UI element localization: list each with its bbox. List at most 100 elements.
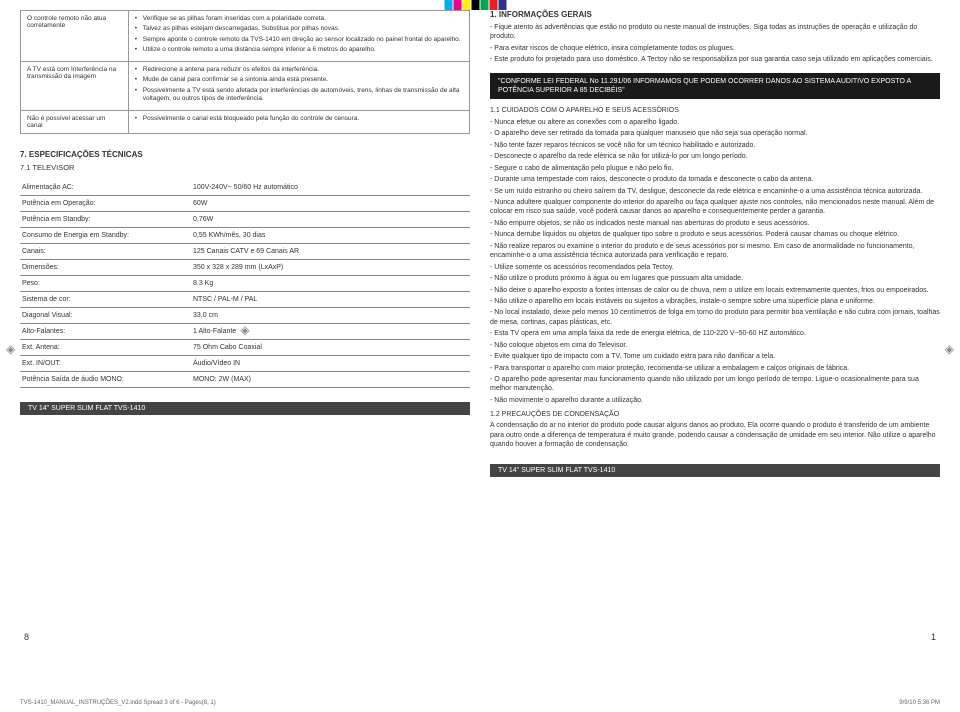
care-line: - Esta TV opera em uma ampla faixa da re… — [490, 329, 940, 338]
specs-heading: 7. ESPECIFICAÇÕES TÉCNICAS — [20, 150, 470, 159]
spec-key: Canais: — [20, 243, 191, 259]
spec-key: Sistema de cor: — [20, 291, 191, 307]
spec-key: Dimensões: — [20, 259, 191, 275]
care-line: - No local instalado, deixe pelo menos 1… — [490, 308, 940, 327]
page-number-right: 1 — [931, 632, 936, 642]
info-intro: - Fique atento às advertências que estão… — [490, 23, 940, 65]
spec-value: 33,0 cm — [191, 307, 470, 323]
registration-color-strip — [445, 0, 516, 10]
spec-value: 0,55 KWh/mês, 30 dias — [191, 227, 470, 243]
table-row: Canais:125 Canais CATV e 69 Canais AR — [20, 243, 470, 259]
care-line: - Durante uma tempestade com raios, desc… — [490, 175, 940, 184]
table-row: Sistema de cor:NTSC / PAL-M / PAL — [20, 291, 470, 307]
spec-value: 350 x 328 x 289 mm (LxAxP) — [191, 259, 470, 275]
troubleshooting-tbody: O controle remoto não atua corretamente V… — [21, 11, 470, 134]
page-right: 1. INFORMAÇÕES GERAIS - Fique atento às … — [490, 10, 940, 650]
care-line: - Segure o cabo de alimentação pelo plug… — [490, 164, 940, 173]
page-number-left: 8 — [24, 632, 29, 642]
table-row: Potência Saída de áudio MONO:MONO: 2W (M… — [20, 371, 470, 387]
trouble-solutions: Verifique se as pilhas foram inseridas c… — [128, 11, 469, 62]
care-line: - Nunca adultere qualquer componente do … — [490, 198, 940, 217]
trouble-item: Possivelmente o canal está bloqueado pel… — [135, 115, 463, 123]
table-row: A TV está com Interferência na transmiss… — [21, 61, 470, 110]
legal-notice-bar: "CONFORME LEI FEDERAL No 11.291/06 INFOR… — [490, 73, 940, 99]
trouble-solutions: Possivelmente o canal está bloqueado pel… — [128, 110, 469, 133]
care-line: - Não utilize o aparelho em locais instá… — [490, 297, 940, 306]
table-row: Ext. Antena:75 Ohm Cabo Coaxial — [20, 339, 470, 355]
trouble-item: Verifique se as pilhas foram inseridas c… — [135, 15, 463, 23]
care-line: - Utilize somente os acessórios recomend… — [490, 263, 940, 272]
care-line: - Para transportar o aparelho com maior … — [490, 364, 940, 373]
spec-key: Potência Saída de áudio MONO: — [20, 371, 191, 387]
meta-timestamp: 9/9/10 5:36 PM — [899, 700, 940, 706]
care-line: - Não empurre objetos, se não os indicad… — [490, 219, 940, 228]
care-line: - Não movimente o aparelho durante a uti… — [490, 396, 940, 405]
care-heading: 1.1 CUIDADOS COM O APARELHO E SEUS ACESS… — [490, 107, 940, 114]
page-left: ◈ O controle remoto não atua corretament… — [20, 10, 470, 650]
spec-value: 100V-240V~ 50/60 Hz automático — [191, 180, 470, 196]
spec-key: Ext. Antena: — [20, 339, 191, 355]
table-row: Peso:8.3 Kg — [20, 275, 470, 291]
care-line: - Nunca derrube líquidos ou objetos de q… — [490, 230, 940, 239]
care-line: - Não tente fazer reparos técnicos se vo… — [490, 141, 940, 150]
table-row: Alimentação AC:100V-240V~ 50/60 Hz autom… — [20, 180, 470, 196]
troubleshooting-table: O controle remoto não atua corretamente V… — [20, 10, 470, 134]
spec-value: 8.3 Kg — [191, 275, 470, 291]
care-line: - O aparelho pode apresentar mau funcion… — [490, 375, 940, 394]
specs-subheading: 7.1 TELEVISOR — [20, 163, 470, 172]
spec-value: 125 Canais CATV e 69 Canais AR — [191, 243, 470, 259]
care-line: - Desconecte o aparelho da rede elétrica… — [490, 152, 940, 161]
info-line: - Para evitar riscos de choque elétrico,… — [490, 44, 940, 53]
spec-key: Alto-Falantes: — [20, 323, 191, 339]
spec-key: Consumo de Energia em Standby: — [20, 227, 191, 243]
care-line: - Se um ruído estranho ou cheiro saírem … — [490, 187, 940, 196]
footer-bar-right: TV 14" SUPER SLIM FLAT TVS-1410 — [490, 464, 940, 477]
document-meta: TVS-1410_MANUAL_INSTRUÇÕES_V2.indd Sprea… — [20, 700, 940, 706]
info-heading: 1. INFORMAÇÕES GERAIS — [490, 10, 940, 19]
page-spread: ◈ O controle remoto não atua corretament… — [0, 0, 960, 660]
trouble-item: Utilize o controle remoto a uma distânci… — [135, 46, 463, 54]
spec-key: Diagonal Visual: — [20, 307, 191, 323]
trouble-item: Talvez as pilhas estejam descarregadas. … — [135, 25, 463, 33]
table-row: Potência em Operação:60W — [20, 195, 470, 211]
care-line: - Não realize reparos ou examine o inter… — [490, 242, 940, 261]
trouble-label: O controle remoto não atua corretamente — [21, 11, 129, 62]
condensation-text: A condensação do ar no interior do produ… — [490, 421, 940, 449]
spec-value: NTSC / PAL-M / PAL — [191, 291, 470, 307]
trouble-item: Redirecione a antena para reduzir os efe… — [135, 66, 463, 74]
trouble-label: A TV está com Interferência na transmiss… — [21, 61, 129, 110]
spec-value: Áudio/Vídeo IN — [191, 355, 470, 371]
info-line: - Este produto foi projetado para uso do… — [490, 55, 940, 64]
trouble-label: Não é possível acessar um canal — [21, 110, 129, 133]
meta-filename: TVS-1410_MANUAL_INSTRUÇÕES_V2.indd Sprea… — [20, 700, 216, 706]
spec-key: Ext. IN/OUT: — [20, 355, 191, 371]
trouble-item: Possivelmente a TV está sendo afetada po… — [135, 87, 463, 104]
info-line: - Fique atento às advertências que estão… — [490, 23, 940, 42]
spec-value: MONO: 2W (MAX) — [191, 371, 470, 387]
spec-value: 75 Ohm Cabo Coaxial — [191, 339, 470, 355]
care-line: - Não utilize o produto próximo à água o… — [490, 274, 940, 283]
spec-value: 0,76W — [191, 211, 470, 227]
table-row: Não é possível acessar um canal Possivelm… — [21, 110, 470, 133]
table-row: Potência em Standby:0,76W — [20, 211, 470, 227]
care-line: - Não deixe o aparelho exposto a fontes … — [490, 286, 940, 295]
trouble-solutions: Redirecione a antena para reduzir os efe… — [128, 61, 469, 110]
table-row: Alto-Falantes:1 Alto-Falante — [20, 323, 470, 339]
table-row: O controle remoto não atua corretamente V… — [21, 11, 470, 62]
table-row: Dimensões:350 x 328 x 289 mm (LxAxP) — [20, 259, 470, 275]
spec-key: Potência em Operação: — [20, 195, 191, 211]
table-row: Consumo de Energia em Standby:0,55 KWh/m… — [20, 227, 470, 243]
condensation-heading: 1.2 PRECAUÇÕES DE CONDENSAÇÃO — [490, 411, 940, 418]
spec-key: Peso: — [20, 275, 191, 291]
trouble-item: Mude de canal para confirmar se a sinton… — [135, 76, 463, 84]
care-line: - Nunca efetue ou altere as conexões com… — [490, 118, 940, 127]
spec-key: Potência em Standby: — [20, 211, 191, 227]
trouble-item: Sempre aponte o controle remoto da TVS-1… — [135, 36, 463, 44]
care-line: - Evite qualquer tipo de impacto com a T… — [490, 352, 940, 361]
care-line: - Não coloque objetos em cima do Televis… — [490, 341, 940, 350]
specs-table: Alimentação AC:100V-240V~ 50/60 Hz autom… — [20, 180, 470, 388]
spec-value: 1 Alto-Falante — [191, 323, 470, 339]
care-list: - Nunca efetue ou altere as conexões com… — [490, 118, 940, 405]
condensation-paragraph: A condensação do ar no interior do produ… — [490, 421, 940, 449]
spec-key: Alimentação AC: — [20, 180, 191, 196]
